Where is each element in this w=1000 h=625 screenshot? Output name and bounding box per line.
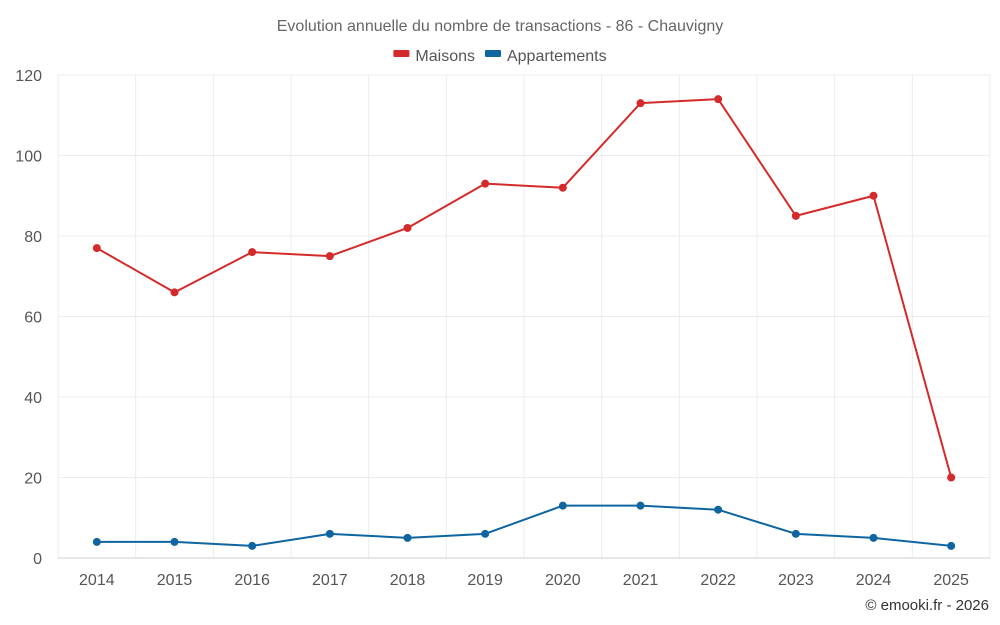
- data-point-maisons: [170, 288, 179, 297]
- data-point-appartements: [325, 529, 334, 538]
- data-point-appartements: [248, 541, 257, 550]
- data-point-maisons: [248, 248, 257, 257]
- chart-title: Evolution annuelle du nombre de transact…: [277, 18, 724, 35]
- data-point-maisons: [714, 95, 723, 104]
- data-point-maisons: [403, 223, 412, 232]
- data-point-maisons: [636, 99, 645, 108]
- legend-item-maisons[interactable]: Maisons: [393, 48, 475, 65]
- data-point-appartements: [170, 537, 179, 546]
- legend-label: Maisons: [415, 48, 475, 65]
- data-point-appartements: [714, 505, 723, 514]
- data-point-maisons: [92, 244, 101, 253]
- series-group: [92, 95, 956, 550]
- x-tick-label: 2014: [79, 572, 115, 589]
- x-tick-label: 2020: [545, 572, 581, 589]
- x-tick-label: 2023: [778, 572, 814, 589]
- y-tick-label: 80: [24, 229, 42, 246]
- credit-text: © emooki.fr - 2026: [865, 597, 989, 614]
- data-point-appartements: [636, 501, 645, 510]
- data-point-maisons: [791, 211, 800, 220]
- data-point-appartements: [92, 537, 101, 546]
- gridlines: [57, 74, 991, 559]
- y-axis: 0 20 40 60 80 100 120: [15, 68, 42, 568]
- series-line-maisons: [96, 98, 953, 478]
- data-point-maisons: [947, 473, 956, 482]
- y-tick-label: 100: [15, 149, 42, 166]
- x-tick-label: 2016: [234, 572, 270, 589]
- data-point-maisons: [869, 191, 878, 200]
- x-tick-label: 2018: [390, 572, 426, 589]
- x-axis: 2014 2015 2016 2017 2018 2019 2020 2021 2022 2023…: [79, 572, 969, 589]
- x-tick-label: 2015: [157, 572, 193, 589]
- series-line-appartements: [96, 504, 952, 547]
- data-point-appartements: [869, 533, 878, 542]
- data-point-appartements: [481, 529, 490, 538]
- x-tick-label: 2017: [312, 572, 348, 589]
- y-tick-label: 20: [24, 471, 42, 488]
- x-tick-label: 2021: [623, 572, 659, 589]
- x-tick-label: 2022: [700, 572, 736, 589]
- y-tick-label: 0: [33, 551, 42, 568]
- y-tick-label: 40: [24, 390, 42, 407]
- data-point-appartements: [558, 501, 567, 510]
- x-tick-label: 2025: [933, 572, 969, 589]
- data-point-appartements: [791, 529, 800, 538]
- data-point-appartements: [947, 541, 956, 550]
- legend: Maisons Appartements: [393, 48, 607, 65]
- data-point-maisons: [325, 252, 334, 261]
- legend-swatch: [484, 50, 501, 57]
- legend-label: Appartements: [507, 48, 607, 65]
- y-tick-label: 60: [24, 310, 42, 327]
- data-point-maisons: [481, 179, 490, 188]
- data-point-appartements: [403, 533, 412, 542]
- legend-item-appartements[interactable]: Appartements: [484, 48, 607, 65]
- x-tick-label: 2019: [467, 572, 503, 589]
- x-tick-label: 2024: [856, 572, 892, 589]
- legend-swatch: [393, 50, 410, 57]
- y-tick-label: 120: [15, 68, 42, 85]
- data-point-maisons: [558, 183, 567, 192]
